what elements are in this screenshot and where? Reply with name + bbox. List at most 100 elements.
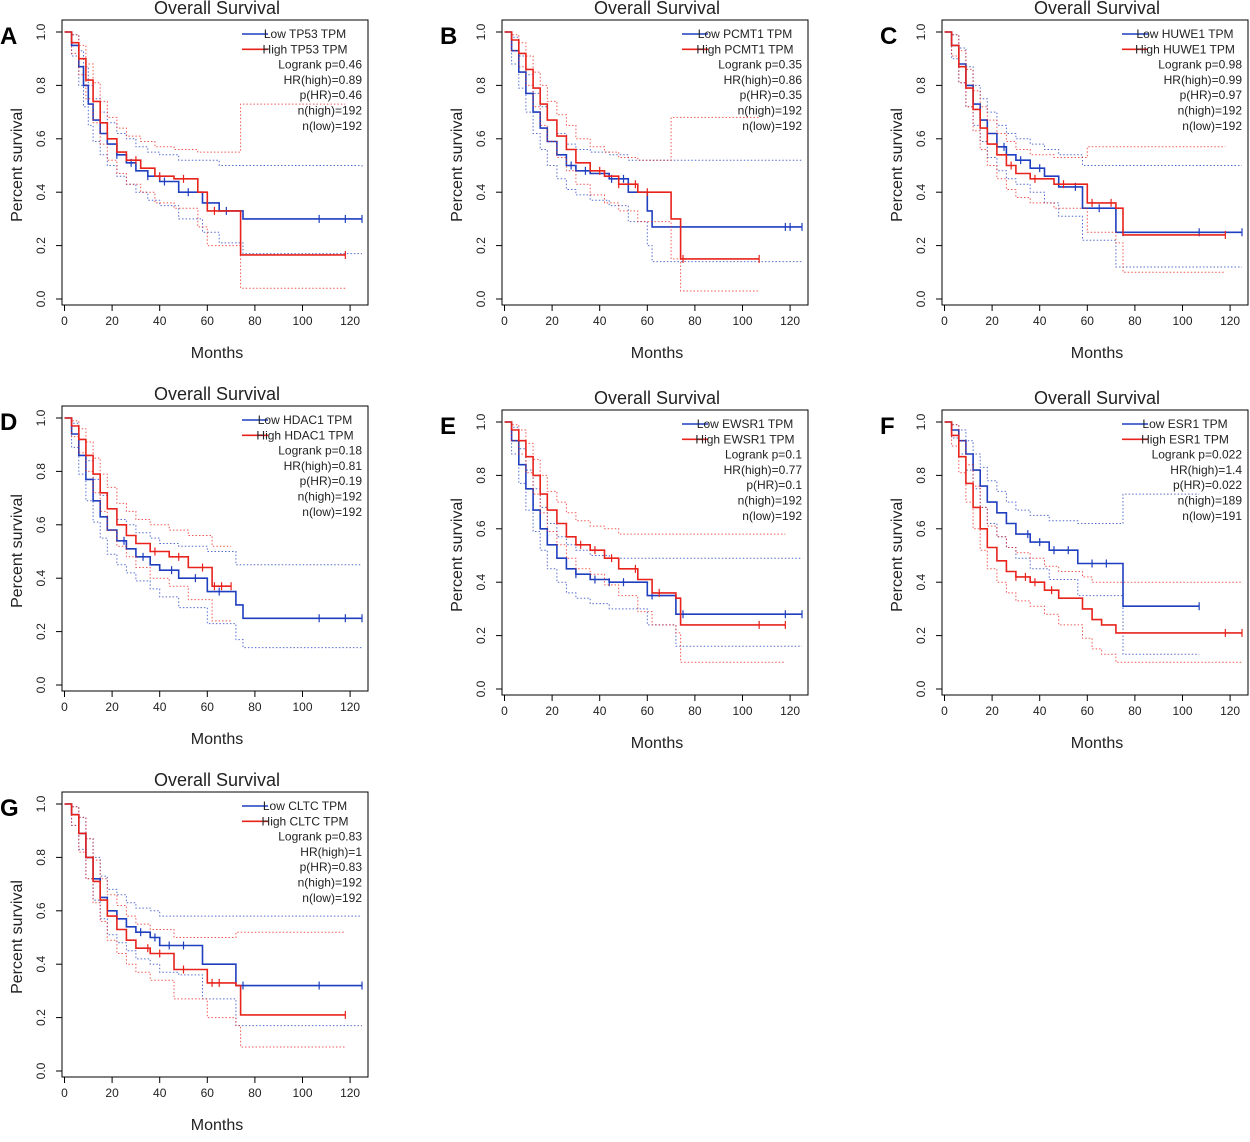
y-tick-label: 0.0 [914, 680, 928, 697]
y-tick-label: 0.4 [34, 184, 48, 201]
x-tick-label: 100 [732, 314, 752, 328]
x-tick-label: 100 [292, 314, 312, 328]
x-tick-label: 60 [201, 314, 215, 328]
x-tick-label: 0 [61, 314, 68, 328]
km-plot: F Overall Survival 0 20 40 60 80 100 120 0.0 0.2 0.… [880, 388, 1249, 752]
ci-upper-line [504, 421, 786, 535]
survival-curve [944, 31, 1242, 234]
panel-letter: D [0, 409, 17, 436]
y-axis-label: Percent survival [449, 498, 466, 612]
ci-lower-line [944, 31, 1226, 273]
series-high [64, 417, 232, 622]
y-tick-label: 0.6 [914, 130, 928, 147]
survival-curve [64, 31, 362, 220]
x-tick-label: 120 [340, 314, 360, 328]
series-high [64, 31, 346, 289]
legend-stat: p(HR)=0.19 [300, 474, 363, 488]
legend-stat: n(high)=189 [1178, 494, 1243, 508]
survival-curve [64, 417, 232, 587]
ci-upper-line [64, 803, 362, 917]
x-tick-label: 100 [292, 700, 312, 714]
legend-entry: Low TP53 TPM [264, 27, 346, 41]
ci-lower-line [64, 31, 346, 289]
legend-stat: n(high)=192 [298, 876, 363, 890]
legend-entry: Low HDAC1 TPM [258, 413, 352, 427]
ci-lower-line [504, 31, 802, 263]
series-low [64, 31, 363, 255]
chart-title: Overall Survival [1034, 388, 1160, 408]
y-tick-label: 0.4 [34, 956, 48, 973]
x-axis-label: Months [631, 735, 683, 752]
x-tick-label: 20 [545, 314, 559, 328]
y-tick-label: 0.0 [914, 290, 928, 307]
legend-entry: Low PCMT1 TPM [698, 27, 792, 41]
legend-stat: Logrank p=0.83 [278, 830, 362, 844]
panel-b: B Overall Survival 0 20 40 60 80 100 120 0.0 0.2 0.… [440, 0, 820, 370]
legend-stat: n(high)=192 [1178, 104, 1243, 118]
x-axis-label: Months [631, 345, 683, 362]
legend-stat: n(low)=192 [302, 505, 362, 519]
legend-entry: High EWSR1 TPM [695, 432, 794, 446]
x-axis-label: Months [1071, 345, 1123, 362]
y-tick-label: 1.0 [34, 23, 48, 40]
x-tick-label: 60 [201, 700, 215, 714]
y-tick-label: 0.2 [474, 237, 488, 254]
y-tick-label: 0.4 [914, 184, 928, 201]
legend-entry: Low ESR1 TPM [1142, 417, 1227, 431]
x-tick-label: 20 [105, 1086, 119, 1100]
legend-stat: n(high)=192 [298, 490, 363, 504]
x-tick-label: 100 [292, 1086, 312, 1100]
ci-upper-line [504, 421, 802, 559]
ci-upper-line [504, 31, 760, 161]
y-tick-label: 0.2 [914, 237, 928, 254]
y-tick-label: 0.6 [34, 902, 48, 919]
legend-stat: n(low)=192 [302, 891, 362, 905]
legend-entry: High PCMT1 TPM [696, 42, 793, 56]
x-tick-label: 60 [1081, 314, 1095, 328]
chart-title: Overall Survival [1034, 0, 1160, 18]
x-tick-label: 0 [941, 704, 948, 718]
x-tick-label: 40 [153, 1086, 167, 1100]
x-tick-label: 60 [201, 1086, 215, 1100]
x-tick-label: 80 [248, 314, 262, 328]
y-tick-label: 0.2 [474, 627, 488, 644]
y-tick-label: 0.2 [34, 623, 48, 640]
legend-stat: p(HR)=0.83 [300, 860, 363, 874]
x-tick-label: 0 [61, 700, 68, 714]
series-high [504, 421, 786, 663]
panel-letter: C [880, 23, 897, 50]
plot-frame [61, 19, 369, 306]
legend-stat: HR(high)=1.4 [1170, 463, 1242, 477]
km-plot: C Overall Survival 0 20 40 60 80 100 120 0.0 0.2 0.… [880, 0, 1249, 362]
legend-stat: n(low)=192 [302, 119, 362, 133]
x-tick-label: 20 [105, 314, 119, 328]
survival-curve [504, 421, 786, 626]
ci-lower-line [504, 421, 786, 663]
chart-title: Overall Survival [154, 384, 280, 404]
plot-frame [941, 409, 1249, 696]
legend-stat: n(low)=192 [1182, 119, 1242, 133]
y-axis-label: Percent survival [9, 880, 26, 994]
legend-stat: p(HR)=0.022 [1173, 478, 1242, 492]
legend-stat: Logrank p=0.35 [718, 58, 802, 72]
ci-lower-line [64, 803, 346, 1048]
y-tick-label: 0.0 [474, 290, 488, 307]
ci-upper-line [64, 31, 346, 153]
legend-stat: p(HR)=0.1 [746, 478, 802, 492]
survival-curve [64, 417, 362, 620]
ci-lower-line [64, 417, 232, 622]
plot-frame [501, 19, 809, 306]
ci-upper-line [944, 31, 1226, 158]
series-low [944, 421, 1200, 655]
series-high [944, 31, 1226, 273]
x-tick-label: 60 [641, 704, 655, 718]
legend-stat: HR(high)=1 [300, 845, 362, 859]
km-plot: A Overall Survival 0 20 40 60 80 100 120 0.0 0.2 0.… [0, 0, 369, 362]
x-axis-label: Months [191, 731, 243, 748]
legend-entry: High ESR1 TPM [1141, 432, 1229, 446]
y-tick-label: 0.0 [34, 290, 48, 307]
survival-curve [504, 31, 802, 228]
x-axis-label: Months [191, 1117, 243, 1134]
x-axis-label: Months [191, 345, 243, 362]
